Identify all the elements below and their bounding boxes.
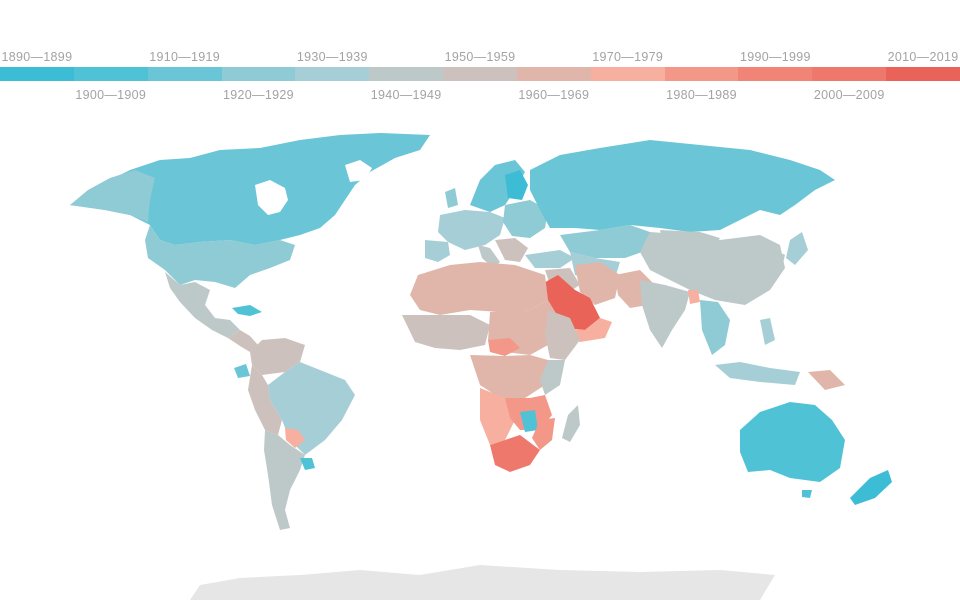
russia[interactable]	[530, 140, 835, 232]
legend-swatch	[516, 67, 592, 81]
tasmania[interactable]	[802, 490, 812, 498]
hudson-bay	[255, 180, 288, 215]
legend-label: 1980—1989	[666, 88, 737, 102]
legend-label: 1920—1929	[223, 88, 294, 102]
peru-bolivia[interactable]	[248, 365, 282, 435]
india[interactable]	[640, 280, 690, 348]
kazakhstan[interactable]	[560, 225, 650, 258]
united-states[interactable]	[145, 225, 295, 288]
philippines[interactable]	[760, 318, 775, 345]
western-europe[interactable]	[438, 210, 505, 250]
horn-of-africa[interactable]	[545, 310, 580, 360]
legend-label: 1900—1909	[75, 88, 147, 102]
bangladesh[interactable]	[688, 290, 700, 304]
legend-swatch	[738, 67, 813, 81]
iran[interactable]	[575, 262, 620, 305]
canada[interactable]	[70, 133, 430, 245]
papua-new-guinea[interactable]	[808, 370, 845, 390]
legend-swatch	[664, 67, 739, 81]
mozambique[interactable]	[532, 418, 555, 450]
legend-label: 1960—1969	[518, 88, 590, 102]
central-african-republic[interactable]	[488, 338, 520, 356]
legend-label: 1990—1999	[739, 50, 811, 64]
world-map	[70, 133, 892, 600]
africa	[402, 262, 580, 472]
legend-label: 2000—2009	[813, 88, 885, 102]
mexico[interactable]	[165, 272, 240, 338]
legend-label: 1970—1979	[592, 50, 664, 64]
cuba[interactable]	[232, 305, 262, 316]
legend-swatch	[147, 67, 223, 81]
europe	[425, 160, 548, 268]
new-zealand[interactable]	[850, 470, 892, 505]
eastern-europe[interactable]	[503, 200, 548, 238]
legend-swatch	[295, 67, 370, 81]
legend-swatch	[0, 67, 75, 81]
balkans[interactable]	[495, 238, 528, 262]
uk[interactable]	[445, 188, 458, 208]
turkey[interactable]	[525, 250, 575, 268]
middle-east	[525, 250, 655, 342]
north-america	[70, 133, 430, 352]
legend-swatch	[886, 67, 960, 81]
iberia[interactable]	[425, 240, 450, 262]
legend-swatch	[369, 67, 444, 81]
asia-south-east	[640, 232, 845, 390]
antarctica	[190, 565, 775, 600]
madagascar[interactable]	[562, 405, 580, 442]
legend-swatch	[221, 67, 296, 81]
legend-swatch	[812, 67, 887, 81]
greenland-gap	[345, 160, 372, 182]
legend-swatch	[590, 67, 666, 81]
legend-swatch	[443, 67, 518, 81]
legend-label: 1930—1939	[296, 50, 368, 64]
italy[interactable]	[478, 245, 500, 268]
south-america	[234, 338, 355, 530]
colombia-venezuela[interactable]	[250, 338, 305, 375]
oceania	[740, 402, 892, 505]
uruguay[interactable]	[300, 458, 315, 470]
legend-label: 1950—1959	[444, 50, 516, 64]
congo-basin[interactable]	[470, 355, 548, 398]
legend-swatch	[73, 67, 149, 81]
alaska[interactable]	[70, 170, 155, 222]
indonesia[interactable]	[715, 362, 800, 385]
saudi-arabia[interactable]	[540, 275, 600, 330]
southeast-asia[interactable]	[700, 300, 730, 355]
china[interactable]	[640, 232, 785, 305]
malawi[interactable]	[520, 410, 538, 432]
finland[interactable]	[505, 170, 528, 200]
ecuador[interactable]	[234, 364, 250, 378]
paraguay[interactable]	[285, 428, 305, 448]
east-africa[interactable]	[540, 360, 565, 395]
japan[interactable]	[786, 232, 808, 265]
central-america[interactable]	[228, 330, 258, 352]
legend-label: 1910—1919	[149, 50, 221, 64]
legend-label: 1940—1949	[370, 88, 442, 102]
legend-label: 2010—2019	[887, 50, 959, 64]
west-africa[interactable]	[402, 315, 490, 350]
australia[interactable]	[740, 402, 845, 482]
argentina[interactable]	[264, 430, 305, 530]
legend-label: 1890—1899	[1, 50, 73, 64]
korea[interactable]	[773, 250, 785, 268]
south-africa[interactable]	[490, 435, 540, 472]
decade-legend: 1890—1899 1900—1909 1910—1919 1920—1929 1930…	[0, 0, 960, 110]
north-africa[interactable]	[410, 262, 548, 315]
